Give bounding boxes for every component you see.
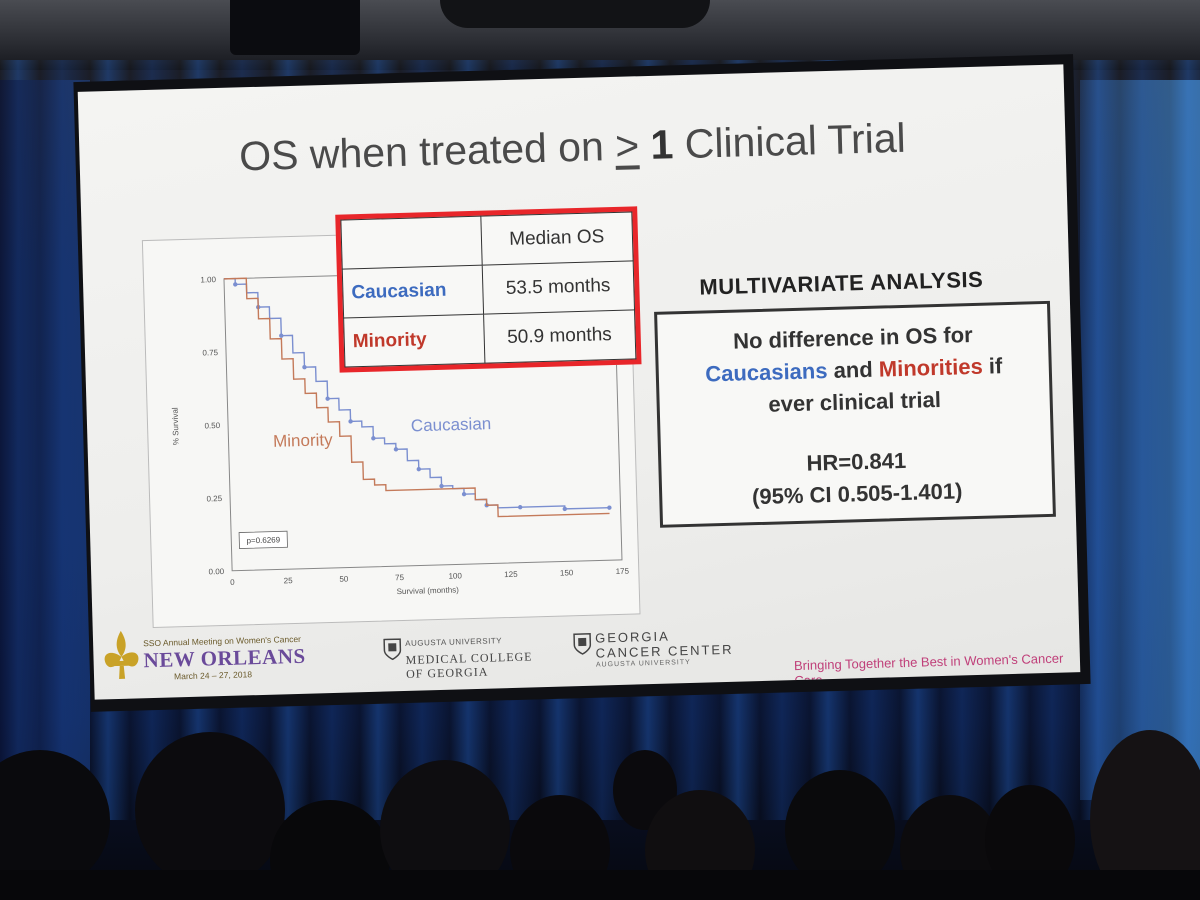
multivariate-box: No difference in OS for Caucasians and M… — [654, 300, 1056, 528]
censor-mark — [393, 447, 399, 452]
title-number: 1 — [649, 121, 674, 168]
table-value-caucasian: 53.5 months — [481, 260, 635, 315]
p-value: p=0.6269 — [246, 535, 280, 545]
mv-and: and — [833, 356, 874, 383]
median-os-table: Median OS Caucasian 53.5 months Minority… — [335, 206, 642, 373]
censor-mark — [517, 505, 523, 510]
table-row: Caucasian 53.5 months — [342, 260, 635, 319]
audience-silhouettes — [0, 730, 1200, 900]
y-tick-label: 0.00 — [208, 567, 224, 576]
mv-line1: No difference in OS for — [732, 321, 973, 354]
mv-line3: ever clinical trial — [768, 386, 942, 417]
censor-mark — [416, 466, 421, 472]
gcc-shield-icon — [573, 633, 592, 655]
table-header: Median OS — [480, 211, 634, 266]
title-prefix: OS when treated on — [238, 123, 605, 180]
stage-light-right — [1080, 80, 1200, 800]
censor-mark — [279, 333, 284, 338]
censor-mark — [439, 483, 444, 489]
mv-caucasians: Caucasians — [704, 358, 828, 387]
y-axis-label: % Survival — [171, 407, 181, 445]
fleur-de-lis-icon — [104, 630, 139, 679]
x-tick-label: 50 — [339, 575, 349, 584]
x-tick-label: 0 — [230, 578, 235, 587]
p-value-box — [238, 530, 288, 549]
censor-mark — [302, 364, 307, 370]
x-tick-label: 150 — [560, 568, 574, 577]
augusta-shield-icon — [383, 638, 402, 661]
x-tick-label: 125 — [504, 570, 518, 579]
gcc-line2: CANCER CENTER — [595, 641, 734, 661]
slide-title: OS when treated on > 1 Clinical Trial — [79, 110, 1066, 185]
y-tick-label: 0.25 — [206, 494, 222, 503]
augusta-university-label: AUGUSTA UNIVERSITY — [405, 636, 503, 648]
meeting-dates: March 24 – 27, 2018 — [173, 669, 253, 682]
censor-mark — [461, 491, 467, 497]
mcg-line2: OF GEORGIA — [405, 664, 489, 681]
y-tick-label: 0.50 — [204, 421, 220, 430]
label-caucasian: Caucasian — [411, 414, 492, 435]
mv-if: if — [988, 353, 1003, 379]
x-tick-label: 75 — [395, 573, 405, 582]
mv-line2: Caucasians and Minorities if — [658, 352, 1049, 389]
stage-light-left — [0, 80, 90, 780]
title-symbol: > — [614, 122, 640, 169]
mv-hr: HR=0.841 — [806, 447, 907, 476]
table-group-caucasian: Caucasian — [342, 265, 484, 319]
x-tick-label: 25 — [284, 576, 294, 585]
mv-ci: (95% CI 0.505-1.401) — [751, 478, 963, 510]
gcc-line3: AUGUSTA UNIVERSITY — [595, 658, 691, 669]
new-orleans-logo-text: NEW ORLEANS — [143, 643, 306, 673]
y-tick-label: 1.00 — [200, 275, 216, 284]
ceiling-light — [440, 0, 710, 28]
x-tick-label: 100 — [448, 571, 462, 580]
x-tick-label: 175 — [616, 567, 630, 576]
censor-mark — [371, 436, 376, 441]
km-curve-minority — [223, 277, 610, 518]
censor-mark — [233, 282, 238, 287]
censor-mark — [325, 396, 330, 401]
table-row: Minority 50.9 months — [343, 309, 636, 368]
censor-mark — [562, 506, 568, 512]
title-suffix: Clinical Trial — [684, 114, 907, 167]
projected-slide: OS when treated on > 1 Clinical Trial 1.… — [77, 64, 1081, 700]
km-chart: 1.00 0.75 0.50 0.25 0.00 0 25 50 75 100 125 150 175 S… — [141, 226, 641, 628]
y-tick-label: 0.75 — [202, 348, 218, 357]
table-corner-cell — [340, 216, 482, 270]
speaker — [230, 0, 360, 55]
censor-mark — [607, 505, 612, 510]
x-axis-label: Survival (months) — [397, 585, 460, 596]
multivariate-title: MULTIVARIATE ANALYSIS — [699, 266, 984, 300]
table-value-minority: 50.9 months — [483, 309, 636, 364]
table-group-minority: Minority — [343, 314, 485, 368]
mv-minorities: Minorities — [878, 353, 984, 382]
km-chart-svg: 1.00 0.75 0.50 0.25 0.00 0 25 50 75 100 125 150 175 S… — [171, 267, 630, 596]
label-minority: Minority — [273, 430, 334, 451]
censor-mark — [348, 419, 353, 424]
